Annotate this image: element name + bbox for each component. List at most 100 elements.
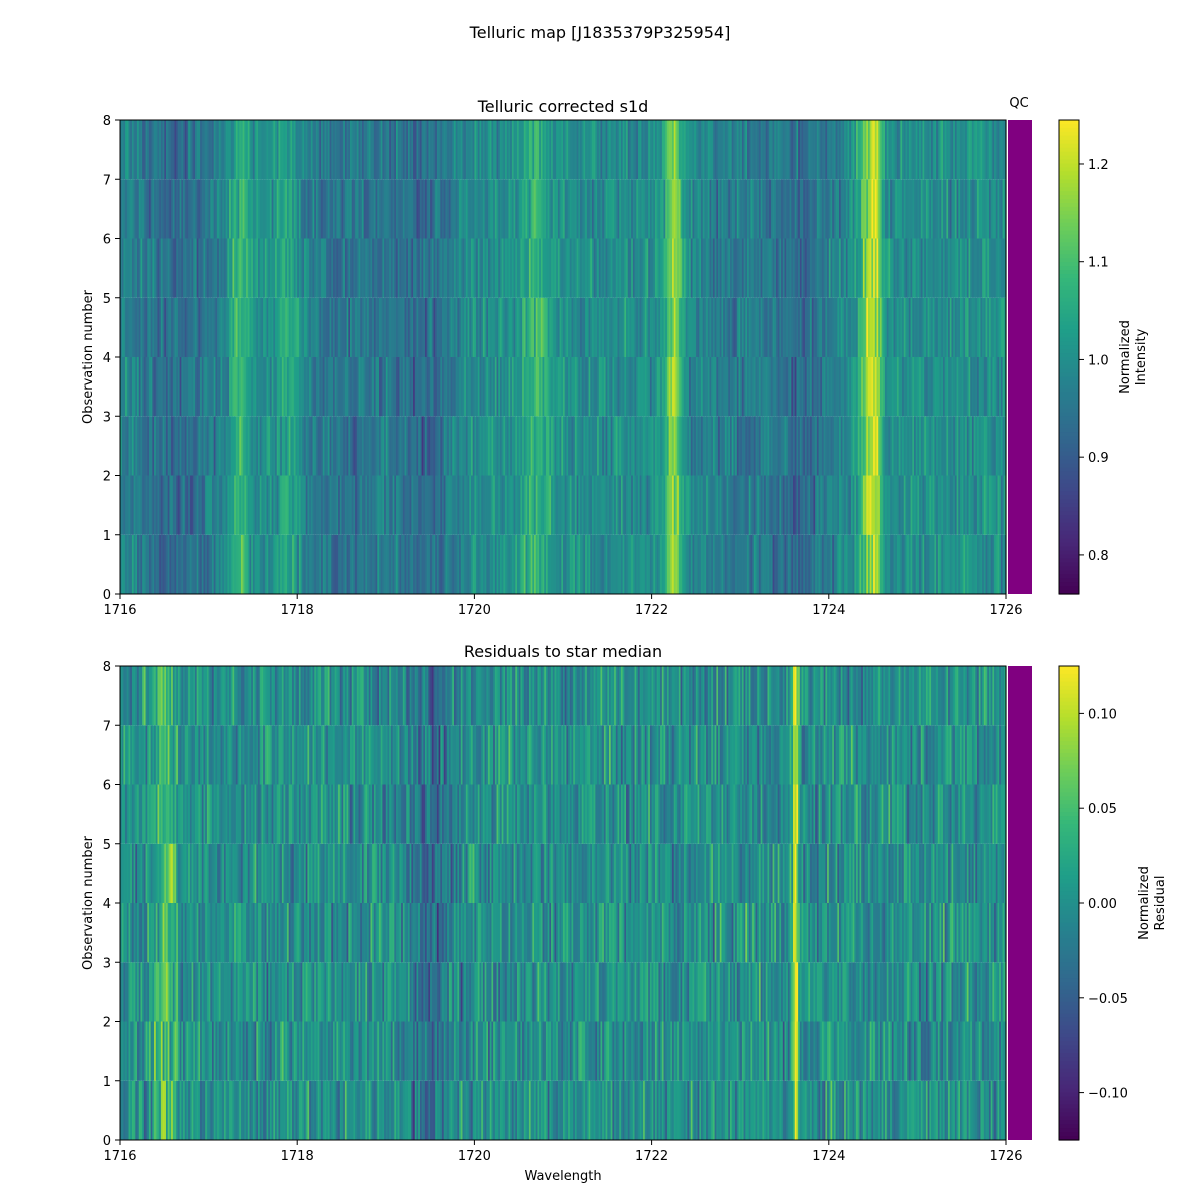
heatmap-cell	[641, 238, 644, 298]
heatmap-cell	[612, 238, 615, 298]
heatmap-cell	[223, 534, 227, 594]
heatmap-cell	[469, 357, 472, 417]
heatmap-cell	[574, 297, 578, 357]
heatmap-cell	[757, 475, 760, 535]
heatmap-cell	[206, 357, 210, 417]
y-tick-label: 1	[103, 529, 111, 544]
heatmap-cell	[651, 1080, 654, 1140]
heatmap-cell	[561, 357, 564, 417]
heatmap-cell	[406, 416, 409, 476]
heatmap-cell	[605, 416, 608, 476]
heatmap-cell	[148, 357, 152, 417]
heatmap-cell	[513, 179, 516, 239]
heatmap-cell	[716, 534, 719, 594]
heatmap-cell	[799, 357, 803, 417]
heatmap-cell	[944, 297, 947, 357]
heatmap-cell	[510, 238, 513, 298]
heatmap-cell	[782, 179, 786, 239]
heatmap-cell	[857, 238, 861, 298]
heatmap-cell	[275, 475, 278, 535]
heatmap-cell	[322, 297, 326, 357]
heatmap-cell	[861, 475, 864, 535]
heatmap-cell	[223, 238, 227, 298]
heatmap-cell	[578, 416, 581, 476]
heatmap-cell	[493, 357, 496, 417]
colorbar-segment	[1059, 345, 1079, 350]
heatmap-cell	[924, 179, 927, 239]
heatmap-cell	[472, 179, 475, 239]
heatmap-cell	[472, 1080, 475, 1140]
heatmap-cell	[779, 416, 782, 476]
heatmap-cell	[873, 297, 876, 357]
heatmap-cell	[590, 416, 593, 476]
heatmap-cell	[680, 297, 683, 357]
heatmap-cell	[520, 238, 523, 298]
heatmap-cell	[712, 120, 716, 180]
heatmap-cell	[891, 475, 895, 535]
heatmap-cell	[232, 179, 235, 239]
heatmap-cell	[818, 120, 821, 180]
heatmap-cell	[481, 416, 484, 476]
heatmap-cell	[189, 357, 193, 417]
heatmap-cell	[491, 475, 494, 535]
heatmap-cell	[179, 238, 182, 298]
heatmap-cell	[167, 179, 171, 239]
heatmap-cell	[258, 179, 261, 239]
heatmap-cell	[545, 534, 549, 594]
heatmap-cell	[424, 534, 428, 594]
heatmap-cell	[978, 534, 982, 594]
heatmap-cell	[774, 534, 777, 594]
heatmap-cell	[920, 179, 924, 239]
heatmap-cell	[394, 238, 397, 298]
heatmap-cell	[966, 297, 970, 357]
heatmap-cell	[324, 1080, 327, 1140]
heatmap-cell	[148, 534, 152, 594]
heatmap-cell	[721, 534, 724, 594]
heatmap-cell	[833, 297, 837, 357]
heatmap-cell	[307, 416, 310, 476]
heatmap-cell	[636, 475, 639, 535]
heatmap-cell	[520, 416, 523, 476]
heatmap-cell	[941, 357, 944, 417]
heatmap-cell	[944, 534, 947, 594]
heatmap-cell	[769, 475, 772, 535]
heatmap-cell	[977, 238, 980, 298]
heatmap-cell	[240, 120, 244, 180]
heatmap-cell	[816, 416, 820, 476]
heatmap-cell	[895, 297, 898, 357]
heatmap-cell	[975, 416, 978, 476]
heatmap-cell	[997, 357, 1000, 417]
heatmap-cell	[225, 120, 228, 180]
heatmap-cell	[312, 238, 315, 298]
heatmap-cell	[159, 297, 162, 357]
heatmap-cell	[259, 534, 263, 594]
heatmap-cell	[293, 1080, 297, 1140]
heatmap-cell	[685, 475, 688, 535]
heatmap-cell	[159, 120, 162, 180]
heatmap-cell	[462, 120, 465, 180]
colorbar-segment	[1059, 412, 1079, 417]
heatmap-cell	[350, 238, 353, 298]
heatmap-cell	[629, 179, 632, 239]
heatmap-cell	[757, 534, 760, 594]
heatmap-cell	[428, 297, 431, 357]
heatmap-cell	[181, 1080, 184, 1140]
heatmap-cell	[779, 357, 782, 417]
heatmap-cell	[513, 475, 516, 535]
heatmap-cell	[850, 238, 854, 298]
heatmap-cell	[588, 357, 591, 417]
heatmap-cell	[378, 238, 382, 298]
heatmap-cell	[566, 357, 569, 417]
heatmap-cell	[179, 534, 182, 594]
heatmap-cell	[450, 534, 453, 594]
heatmap-cell	[406, 357, 409, 417]
heatmap-cell	[317, 1080, 320, 1140]
heatmap-cell	[290, 416, 293, 476]
heatmap-cell	[576, 475, 579, 535]
heatmap-cell	[801, 534, 804, 594]
heatmap-cell	[636, 416, 639, 476]
heatmap-cell	[752, 475, 755, 535]
heatmap-cell	[300, 179, 303, 239]
heatmap-cell	[159, 1080, 162, 1140]
heatmap-cell	[845, 357, 849, 417]
